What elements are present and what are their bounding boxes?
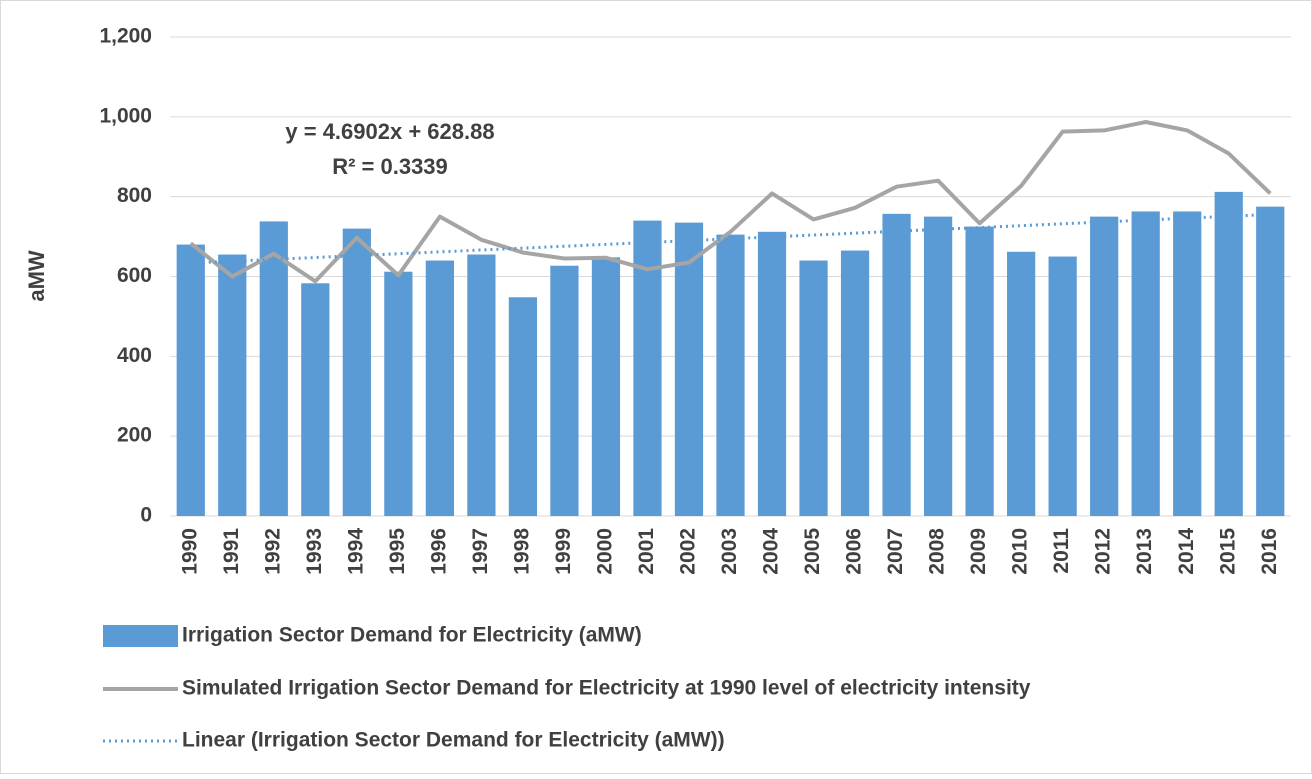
y-axis-label: aMW bbox=[24, 250, 49, 302]
legend-label: Simulated Irrigation Sector Demand for E… bbox=[182, 677, 1031, 700]
y-tick-label: 600 bbox=[117, 264, 152, 287]
legend-label: Linear (Irrigation Sector Demand for Ele… bbox=[182, 729, 725, 752]
bar bbox=[1007, 251, 1036, 517]
x-tick-label: 1995 bbox=[386, 528, 409, 575]
bar bbox=[176, 244, 205, 517]
x-tick-label: 2003 bbox=[718, 528, 741, 575]
bar bbox=[467, 254, 496, 516]
x-tick-label: 2001 bbox=[635, 528, 658, 575]
x-tick-label: 2010 bbox=[1009, 528, 1032, 575]
x-tick-label: 1999 bbox=[552, 528, 575, 575]
x-tick-label: 1991 bbox=[220, 528, 243, 575]
bar bbox=[1090, 216, 1119, 516]
bar bbox=[674, 222, 704, 517]
y-tick-label: 400 bbox=[117, 344, 152, 367]
y-tick-label: 0 bbox=[140, 504, 152, 527]
bar bbox=[425, 260, 454, 516]
trend-equation: y = 4.6902x + 628.88 bbox=[285, 119, 494, 144]
x-tick-label: 1992 bbox=[261, 528, 284, 575]
bar bbox=[882, 213, 911, 517]
bar bbox=[965, 226, 994, 516]
x-tick-label: 2002 bbox=[677, 528, 700, 575]
bar bbox=[218, 254, 247, 516]
bar bbox=[301, 283, 330, 516]
x-tick-label: 2016 bbox=[1258, 528, 1281, 575]
line bbox=[189, 120, 1272, 284]
x-tick-label: 2007 bbox=[884, 528, 907, 575]
x-tick-label: 2012 bbox=[1092, 528, 1115, 575]
x-tick-label: 2015 bbox=[1216, 528, 1239, 575]
y-tick-label: 1,000 bbox=[99, 104, 152, 127]
x-tick-label: 2004 bbox=[760, 528, 783, 575]
bar bbox=[259, 221, 288, 517]
x-tick-label: 1996 bbox=[427, 528, 450, 575]
x-tick-label: 2013 bbox=[1133, 528, 1156, 575]
trendline bbox=[190, 212, 1271, 265]
x-tick-label: 1997 bbox=[469, 528, 492, 575]
bar bbox=[550, 265, 579, 516]
legend-label: Irrigation Sector Demand for Electricity… bbox=[182, 624, 642, 647]
y-tick-label: 800 bbox=[117, 184, 152, 207]
bar bbox=[1131, 211, 1160, 516]
x-tick-label: 2006 bbox=[843, 528, 866, 575]
legend-swatch bbox=[103, 625, 178, 647]
y-tick-label: 200 bbox=[117, 424, 152, 447]
x-tick-label: 2011 bbox=[1050, 528, 1073, 574]
x-tick-label: 2005 bbox=[801, 528, 824, 575]
x-tick-label: 1994 bbox=[344, 528, 367, 575]
bar bbox=[1256, 206, 1285, 517]
bar bbox=[591, 257, 621, 516]
x-tick-label: 2008 bbox=[926, 528, 949, 575]
bar bbox=[384, 271, 413, 516]
bar bbox=[342, 228, 371, 516]
bar bbox=[1214, 191, 1243, 517]
bar bbox=[1048, 256, 1077, 516]
x-tick-label: 1990 bbox=[178, 528, 201, 575]
bar bbox=[757, 231, 787, 516]
x-tick-label: 2009 bbox=[967, 528, 990, 575]
bar bbox=[923, 216, 953, 516]
x-tick-label: 2014 bbox=[1175, 528, 1198, 575]
trend-r-squared: R² = 0.3339 bbox=[332, 154, 448, 179]
y-tick-label: 1,200 bbox=[99, 25, 152, 48]
bar bbox=[508, 297, 538, 516]
bar bbox=[799, 260, 828, 516]
x-tick-label: 1993 bbox=[303, 528, 326, 575]
x-tick-label: 1998 bbox=[510, 528, 533, 575]
bar bbox=[716, 234, 745, 516]
bar bbox=[840, 250, 870, 516]
x-tick-label: 2000 bbox=[593, 528, 616, 575]
bar bbox=[1173, 211, 1202, 516]
